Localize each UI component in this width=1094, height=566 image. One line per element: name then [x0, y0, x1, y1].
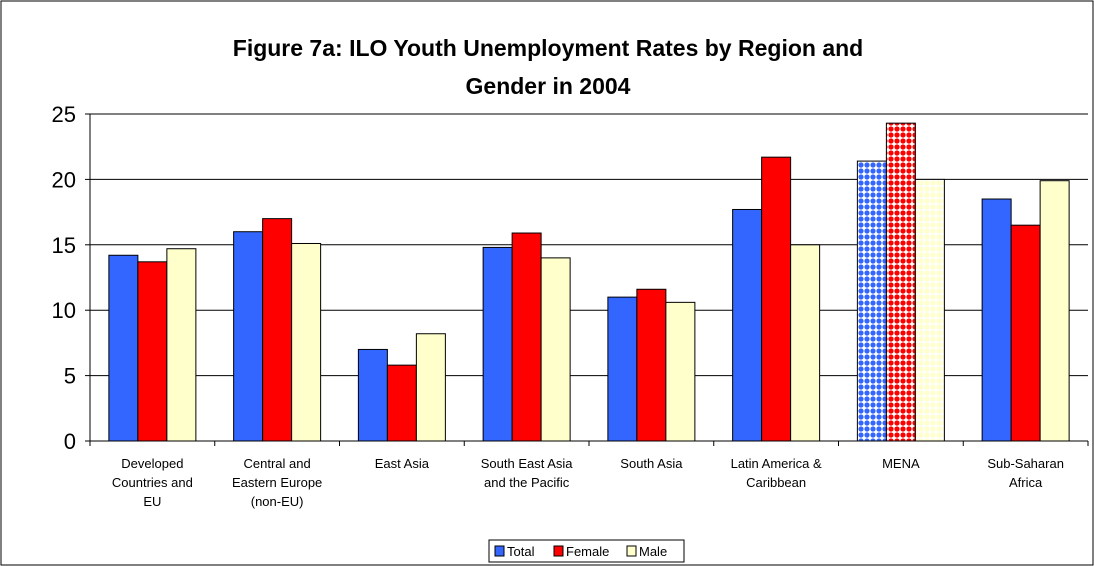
bar-female [761, 156, 792, 442]
x-tick-label: Developed [121, 456, 183, 471]
y-tick-label: 15 [52, 233, 76, 258]
x-tick-label: Countries and [112, 475, 193, 490]
legend-swatch-male [626, 545, 637, 557]
x-tick-label: MENA [882, 456, 920, 471]
bar-total [981, 198, 1012, 442]
bar-total [482, 246, 513, 442]
x-axis-ticks: Developed Countries and EU Central and Easte… [112, 456, 1064, 509]
bar-male [540, 257, 571, 442]
x-tick-label: East Asia [375, 456, 430, 471]
chart-title-line-1: Figure 7a: ILO Youth Unemployment Rates … [233, 35, 863, 61]
legend-swatch-female [553, 545, 564, 557]
x-tick-label: South Asia [620, 456, 683, 471]
bar-total [856, 160, 887, 442]
bar-male [665, 301, 696, 442]
y-tick-label: 20 [52, 167, 76, 192]
bar-male [914, 178, 945, 442]
x-tick-label: Caribbean [746, 475, 806, 490]
x-tick-label: and the Pacific [484, 475, 570, 490]
y-tick-label: 25 [52, 102, 76, 127]
bar-female [137, 261, 168, 442]
bar-female [386, 364, 417, 442]
y-tick-label: 10 [52, 298, 76, 323]
bar-male [1039, 180, 1070, 442]
x-tick-label: Latin America & [731, 456, 822, 471]
x-tick-label: South East Asia [481, 456, 574, 471]
y-tick-label: 0 [64, 429, 76, 454]
x-tick-label: (non-EU) [251, 494, 304, 509]
bar-male [415, 333, 446, 442]
bar-female [885, 122, 916, 442]
bar-total [108, 254, 139, 442]
bar-male [790, 244, 821, 442]
legend-label-total: Total [507, 544, 535, 559]
bar-total [732, 208, 763, 442]
bar-male [166, 248, 197, 442]
x-tick-label: Eastern Europe [232, 475, 322, 490]
bar-male [291, 242, 322, 442]
bars [108, 122, 1070, 442]
x-tick-label: Africa [1009, 475, 1043, 490]
legend: Total Female Male [488, 539, 685, 563]
legend-label-male: Male [639, 544, 667, 559]
x-tick-label: EU [143, 494, 161, 509]
y-tick-label: 5 [64, 364, 76, 389]
x-tick-label: Central and [244, 456, 311, 471]
bar-total [607, 296, 638, 442]
chart-title-line-2: Gender in 2004 [466, 73, 631, 99]
legend-label-female: Female [566, 544, 609, 559]
bar-total [233, 231, 264, 442]
axes [85, 113, 1089, 446]
legend-swatch-total [494, 545, 505, 557]
bar-female [636, 288, 667, 442]
y-axis-ticks: 0 5 10 15 20 25 [52, 102, 76, 454]
bar-female [1010, 224, 1041, 442]
bar-female [511, 232, 542, 442]
bar-female [262, 218, 293, 442]
x-tick-label: Sub-Saharan [987, 456, 1064, 471]
bar-total [357, 348, 388, 442]
